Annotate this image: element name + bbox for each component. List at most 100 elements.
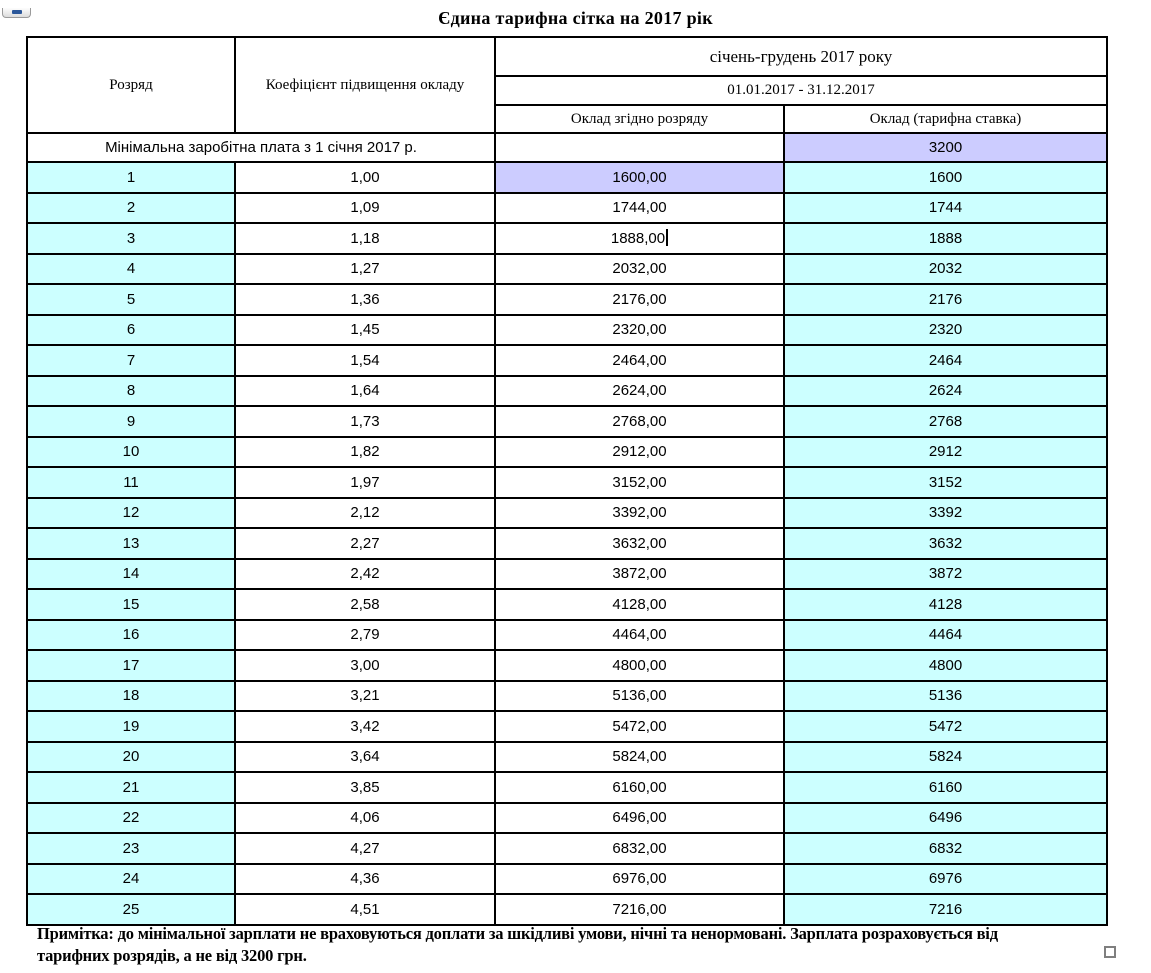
coefficient-cell[interactable]: 1,27 bbox=[234, 252, 496, 285]
tariff-rate-cell[interactable]: 1600 bbox=[783, 161, 1108, 194]
coefficient-cell[interactable]: 1,36 bbox=[234, 283, 496, 316]
grade-cell[interactable]: 3 bbox=[26, 222, 236, 255]
tariff-rate-cell[interactable]: 5136 bbox=[783, 679, 1108, 712]
coefficient-cell[interactable]: 1,97 bbox=[234, 466, 496, 499]
tariff-rate-cell[interactable]: 1888 bbox=[783, 222, 1108, 255]
tariff-rate-cell[interactable]: 2176 bbox=[783, 283, 1108, 316]
min-wage-label[interactable]: Мінімальна заробітна плата з 1 січня 201… bbox=[26, 132, 496, 163]
salary-by-grade-cell[interactable]: 5472,00 bbox=[494, 710, 785, 743]
salary-by-grade-cell[interactable]: 1744,00 bbox=[494, 191, 785, 224]
coefficient-cell[interactable]: 1,00 bbox=[234, 161, 496, 194]
object-resize-handle-icon[interactable] bbox=[1104, 946, 1116, 958]
tariff-rate-cell[interactable]: 3872 bbox=[783, 557, 1108, 590]
grade-cell[interactable]: 6 bbox=[26, 313, 236, 346]
grade-cell[interactable]: 11 bbox=[26, 466, 236, 499]
header-salary-by-grade[interactable]: Оклад згідно розряду bbox=[494, 104, 785, 134]
tariff-rate-cell[interactable]: 2032 bbox=[783, 252, 1108, 285]
grade-cell[interactable]: 18 bbox=[26, 679, 236, 712]
coefficient-cell[interactable]: 1,82 bbox=[234, 435, 496, 468]
salary-by-grade-cell[interactable]: 7216,00 bbox=[494, 893, 785, 926]
salary-by-grade-cell[interactable]: 6160,00 bbox=[494, 771, 785, 804]
grade-cell[interactable]: 16 bbox=[26, 618, 236, 651]
coefficient-cell[interactable]: 1,64 bbox=[234, 374, 496, 407]
grade-cell[interactable]: 14 bbox=[26, 557, 236, 590]
salary-by-grade-cell[interactable]: 3872,00 bbox=[494, 557, 785, 590]
grade-cell[interactable]: 9 bbox=[26, 405, 236, 438]
grade-cell[interactable]: 8 bbox=[26, 374, 236, 407]
tariff-rate-cell[interactable]: 3152 bbox=[783, 466, 1108, 499]
coefficient-cell[interactable]: 4,51 bbox=[234, 893, 496, 926]
salary-by-grade-cell[interactable]: 4464,00 bbox=[494, 618, 785, 651]
tariff-rate-cell[interactable]: 2320 bbox=[783, 313, 1108, 346]
grade-cell[interactable]: 4 bbox=[26, 252, 236, 285]
grade-cell[interactable]: 5 bbox=[26, 283, 236, 316]
salary-by-grade-cell[interactable]: 5824,00 bbox=[494, 740, 785, 773]
tariff-rate-cell[interactable]: 2624 bbox=[783, 374, 1108, 407]
salary-by-grade-cell[interactable]: 1888,00 bbox=[494, 222, 785, 255]
salary-by-grade-cell[interactable]: 6976,00 bbox=[494, 862, 785, 895]
tariff-rate-cell[interactable]: 7216 bbox=[783, 893, 1108, 926]
coefficient-cell[interactable]: 3,00 bbox=[234, 649, 496, 682]
coefficient-cell[interactable]: 2,58 bbox=[234, 588, 496, 621]
grade-cell[interactable]: 7 bbox=[26, 344, 236, 377]
header-period-dates[interactable]: 01.01.2017 - 31.12.2017 bbox=[494, 75, 1108, 106]
header-tariff-rate[interactable]: Оклад (тарифна ставка) bbox=[783, 104, 1108, 134]
grade-cell[interactable]: 17 bbox=[26, 649, 236, 682]
coefficient-cell[interactable]: 4,36 bbox=[234, 862, 496, 895]
salary-by-grade-cell[interactable]: 4800,00 bbox=[494, 649, 785, 682]
salary-by-grade-cell[interactable]: 2320,00 bbox=[494, 313, 785, 346]
grade-cell[interactable]: 15 bbox=[26, 588, 236, 621]
tariff-rate-cell[interactable]: 5824 bbox=[783, 740, 1108, 773]
coefficient-cell[interactable]: 2,79 bbox=[234, 618, 496, 651]
tariff-rate-cell[interactable]: 2768 bbox=[783, 405, 1108, 438]
coefficient-cell[interactable]: 1,09 bbox=[234, 191, 496, 224]
tariff-rate-cell[interactable]: 6976 bbox=[783, 862, 1108, 895]
grade-cell[interactable]: 10 bbox=[26, 435, 236, 468]
salary-by-grade-cell[interactable]: 5136,00 bbox=[494, 679, 785, 712]
table-move-handle-icon[interactable] bbox=[2, 8, 31, 18]
tariff-rate-cell[interactable]: 6832 bbox=[783, 832, 1108, 865]
salary-by-grade-cell[interactable]: 4128,00 bbox=[494, 588, 785, 621]
coefficient-cell[interactable]: 3,42 bbox=[234, 710, 496, 743]
tariff-rate-cell[interactable]: 6496 bbox=[783, 801, 1108, 834]
grade-cell[interactable]: 22 bbox=[26, 801, 236, 834]
grade-cell[interactable]: 19 bbox=[26, 710, 236, 743]
coefficient-cell[interactable]: 1,18 bbox=[234, 222, 496, 255]
salary-by-grade-cell[interactable]: 2464,00 bbox=[494, 344, 785, 377]
grade-cell[interactable]: 24 bbox=[26, 862, 236, 895]
grade-cell[interactable]: 21 bbox=[26, 771, 236, 804]
coefficient-cell[interactable]: 2,27 bbox=[234, 527, 496, 560]
grade-cell[interactable]: 20 bbox=[26, 740, 236, 773]
grade-cell[interactable]: 1 bbox=[26, 161, 236, 194]
salary-by-grade-cell[interactable]: 3152,00 bbox=[494, 466, 785, 499]
salary-by-grade-cell[interactable]: 2624,00 bbox=[494, 374, 785, 407]
salary-by-grade-cell[interactable]: 6496,00 bbox=[494, 801, 785, 834]
coefficient-cell[interactable]: 1,73 bbox=[234, 405, 496, 438]
salary-by-grade-cell[interactable]: 2912,00 bbox=[494, 435, 785, 468]
coefficient-cell[interactable]: 2,12 bbox=[234, 496, 496, 529]
tariff-rate-cell[interactable]: 1744 bbox=[783, 191, 1108, 224]
tariff-rate-cell[interactable]: 4464 bbox=[783, 618, 1108, 651]
coefficient-cell[interactable]: 1,54 bbox=[234, 344, 496, 377]
salary-by-grade-cell[interactable]: 3632,00 bbox=[494, 527, 785, 560]
tariff-rate-cell[interactable]: 2464 bbox=[783, 344, 1108, 377]
tariff-rate-cell[interactable]: 6160 bbox=[783, 771, 1108, 804]
coefficient-cell[interactable]: 3,21 bbox=[234, 679, 496, 712]
grade-cell[interactable]: 2 bbox=[26, 191, 236, 224]
tariff-rate-cell[interactable]: 5472 bbox=[783, 710, 1108, 743]
tariff-rate-cell[interactable]: 2912 bbox=[783, 435, 1108, 468]
tariff-rate-cell[interactable]: 4128 bbox=[783, 588, 1108, 621]
header-coefficient[interactable]: Коефіцієнт підвищення окладу bbox=[234, 36, 496, 134]
salary-by-grade-cell[interactable]: 2768,00 bbox=[494, 405, 785, 438]
header-grade[interactable]: Розряд bbox=[26, 36, 236, 134]
salary-by-grade-cell[interactable]: 1600,00 bbox=[494, 161, 785, 194]
min-wage-tariff-rate-cell[interactable]: 3200 bbox=[783, 132, 1108, 163]
salary-by-grade-cell[interactable]: 3392,00 bbox=[494, 496, 785, 529]
coefficient-cell[interactable]: 1,45 bbox=[234, 313, 496, 346]
min-wage-salary-by-grade-cell[interactable] bbox=[494, 132, 785, 163]
tariff-rate-cell[interactable]: 3632 bbox=[783, 527, 1108, 560]
grade-cell[interactable]: 12 bbox=[26, 496, 236, 529]
coefficient-cell[interactable]: 3,85 bbox=[234, 771, 496, 804]
header-period-group[interactable]: січень-грудень 2017 року bbox=[494, 36, 1108, 77]
salary-by-grade-cell[interactable]: 2176,00 bbox=[494, 283, 785, 316]
